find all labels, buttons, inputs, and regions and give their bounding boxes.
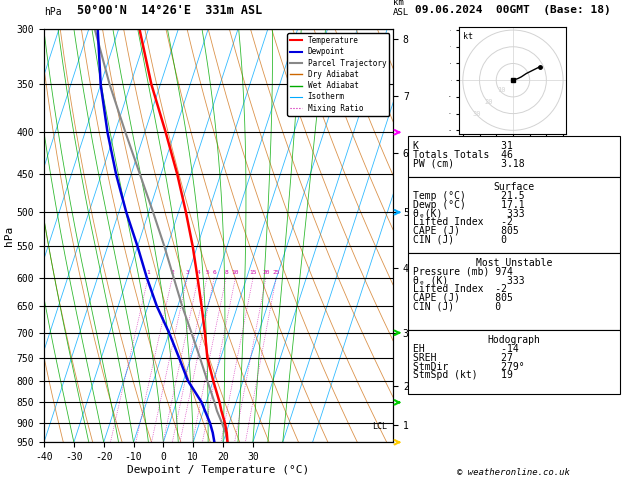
Text: EH             -14: EH -14: [413, 344, 518, 354]
Text: Surface: Surface: [493, 182, 535, 192]
Text: 8: 8: [224, 270, 228, 275]
Text: Dewp (°C)      17.1: Dewp (°C) 17.1: [413, 200, 524, 210]
Text: 6: 6: [213, 270, 216, 275]
Text: StmDir         279°: StmDir 279°: [413, 362, 524, 372]
Text: SREH           27: SREH 27: [413, 353, 513, 363]
Text: 20: 20: [484, 99, 493, 105]
Text: K              31: K 31: [413, 141, 513, 151]
Text: Lifted Index  -2: Lifted Index -2: [413, 284, 506, 294]
Text: 20: 20: [262, 270, 270, 275]
Text: © weatheronline.co.uk: © weatheronline.co.uk: [457, 469, 571, 477]
Text: 50°00'N  14°26'E  331m ASL: 50°00'N 14°26'E 331m ASL: [77, 4, 262, 17]
Text: hPa: hPa: [44, 7, 62, 17]
Text: 2: 2: [170, 270, 174, 275]
Text: StmSpd (kt)    19: StmSpd (kt) 19: [413, 370, 513, 381]
Text: Most Unstable: Most Unstable: [476, 258, 552, 268]
Text: 15: 15: [249, 270, 257, 275]
Text: LCL: LCL: [372, 421, 387, 431]
Text: Temp (°C)      21.5: Temp (°C) 21.5: [413, 191, 524, 201]
Text: CAPE (J)      805: CAPE (J) 805: [413, 293, 513, 303]
Text: PW (cm)        3.18: PW (cm) 3.18: [413, 158, 524, 169]
Text: CAPE (J)       805: CAPE (J) 805: [413, 226, 518, 236]
Text: 30: 30: [472, 111, 481, 117]
Text: 4: 4: [196, 270, 200, 275]
Y-axis label: hPa: hPa: [4, 226, 14, 246]
X-axis label: Dewpoint / Temperature (°C): Dewpoint / Temperature (°C): [128, 465, 309, 475]
Text: CIN (J)       0: CIN (J) 0: [413, 301, 501, 312]
Text: θₑ (K)          333: θₑ (K) 333: [413, 275, 524, 285]
Y-axis label: Mixing Ratio (g/kg): Mixing Ratio (g/kg): [414, 188, 423, 283]
Text: kt: kt: [463, 32, 473, 41]
Text: 10: 10: [231, 270, 239, 275]
Text: θₑ(K)           333: θₑ(K) 333: [413, 208, 524, 219]
Text: Totals Totals  46: Totals Totals 46: [413, 150, 513, 160]
Legend: Temperature, Dewpoint, Parcel Trajectory, Dry Adiabat, Wet Adiabat, Isotherm, Mi: Temperature, Dewpoint, Parcel Trajectory…: [287, 33, 389, 116]
Text: CIN (J)        0: CIN (J) 0: [413, 235, 506, 245]
Text: 09.06.2024  00GMT  (Base: 18): 09.06.2024 00GMT (Base: 18): [415, 4, 611, 15]
Text: Hodograph: Hodograph: [487, 335, 540, 346]
Text: km
ASL: km ASL: [393, 0, 409, 17]
Text: Lifted Index   -2: Lifted Index -2: [413, 217, 513, 227]
Text: 3: 3: [186, 270, 189, 275]
Text: Pressure (mb) 974: Pressure (mb) 974: [413, 266, 513, 277]
Text: 10: 10: [497, 87, 505, 93]
Text: 1: 1: [147, 270, 150, 275]
Text: 5: 5: [205, 270, 209, 275]
Text: 25: 25: [272, 270, 280, 275]
